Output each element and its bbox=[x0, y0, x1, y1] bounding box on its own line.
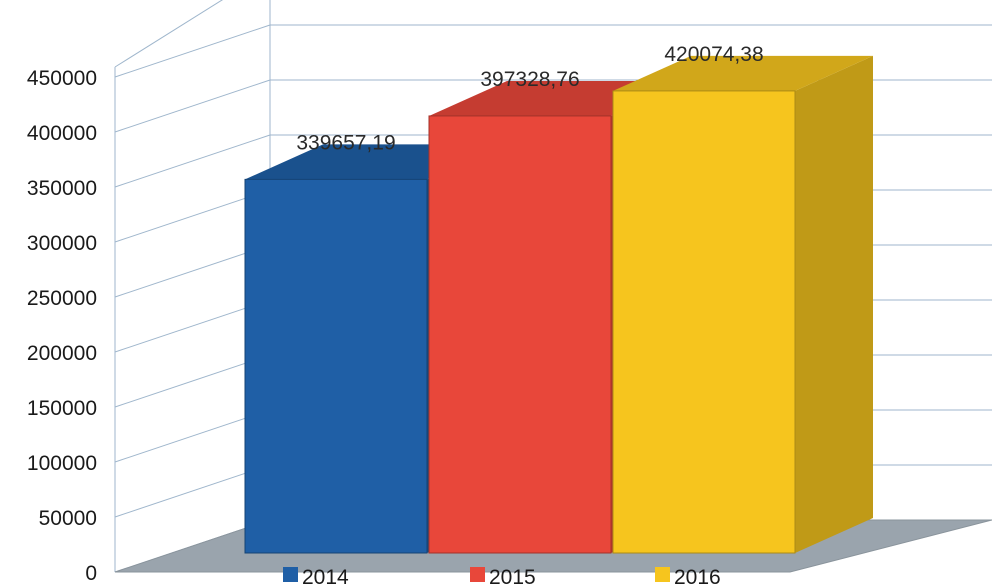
gridline-side bbox=[114, 244, 271, 298]
bar-top-face bbox=[613, 55, 873, 91]
y-tick-label: 100000 bbox=[27, 452, 97, 475]
bar-front-face bbox=[244, 178, 428, 554]
gridline-side bbox=[114, 134, 271, 188]
y-tick-label: 200000 bbox=[27, 342, 97, 365]
bar-side-face bbox=[795, 55, 873, 553]
y-tick-label: 450000 bbox=[27, 67, 97, 90]
legend-swatch-2016 bbox=[655, 567, 670, 582]
y-tick-label: 300000 bbox=[27, 232, 97, 255]
gridline-side bbox=[114, 464, 271, 518]
y-tick-label: 400000 bbox=[27, 122, 97, 145]
bar-2016 bbox=[612, 55, 873, 554]
gridline-side bbox=[114, 299, 271, 353]
legend-label-2016: 2016 bbox=[674, 566, 721, 587]
gridline-side bbox=[114, 189, 271, 243]
data-label-2015: 397328,76 bbox=[480, 68, 579, 91]
y-tick-label: 250000 bbox=[27, 287, 97, 310]
legend-swatch-2015 bbox=[470, 567, 485, 582]
y-tick-label: 150000 bbox=[27, 397, 97, 420]
gridline-side bbox=[114, 354, 271, 408]
y-axis-ticks: 0 50000 100000 150000 200000 250000 300000 3500… bbox=[27, 67, 97, 585]
gridline-side bbox=[114, 79, 271, 133]
bar-front-face bbox=[428, 115, 612, 554]
y-tick-label: 350000 bbox=[27, 177, 97, 200]
legend: 2014 2015 2016 bbox=[283, 566, 721, 587]
gridline-side bbox=[114, 409, 271, 463]
y-tick-label: 50000 bbox=[39, 507, 97, 530]
data-label-2014: 339657,19 bbox=[296, 131, 395, 154]
bar-front-face bbox=[612, 90, 796, 554]
data-labels: 339657,19 397328,76 420074,38 bbox=[296, 43, 763, 154]
gridline-side bbox=[114, 24, 271, 78]
data-label-2016: 420074,38 bbox=[664, 43, 763, 66]
side-wall-top bbox=[114, 0, 224, 68]
legend-label-2015: 2015 bbox=[489, 566, 536, 587]
legend-swatch-2014 bbox=[283, 567, 298, 582]
y-tick-label: 0 bbox=[85, 562, 97, 585]
legend-label-2014: 2014 bbox=[302, 566, 349, 587]
bars bbox=[244, 55, 873, 554]
